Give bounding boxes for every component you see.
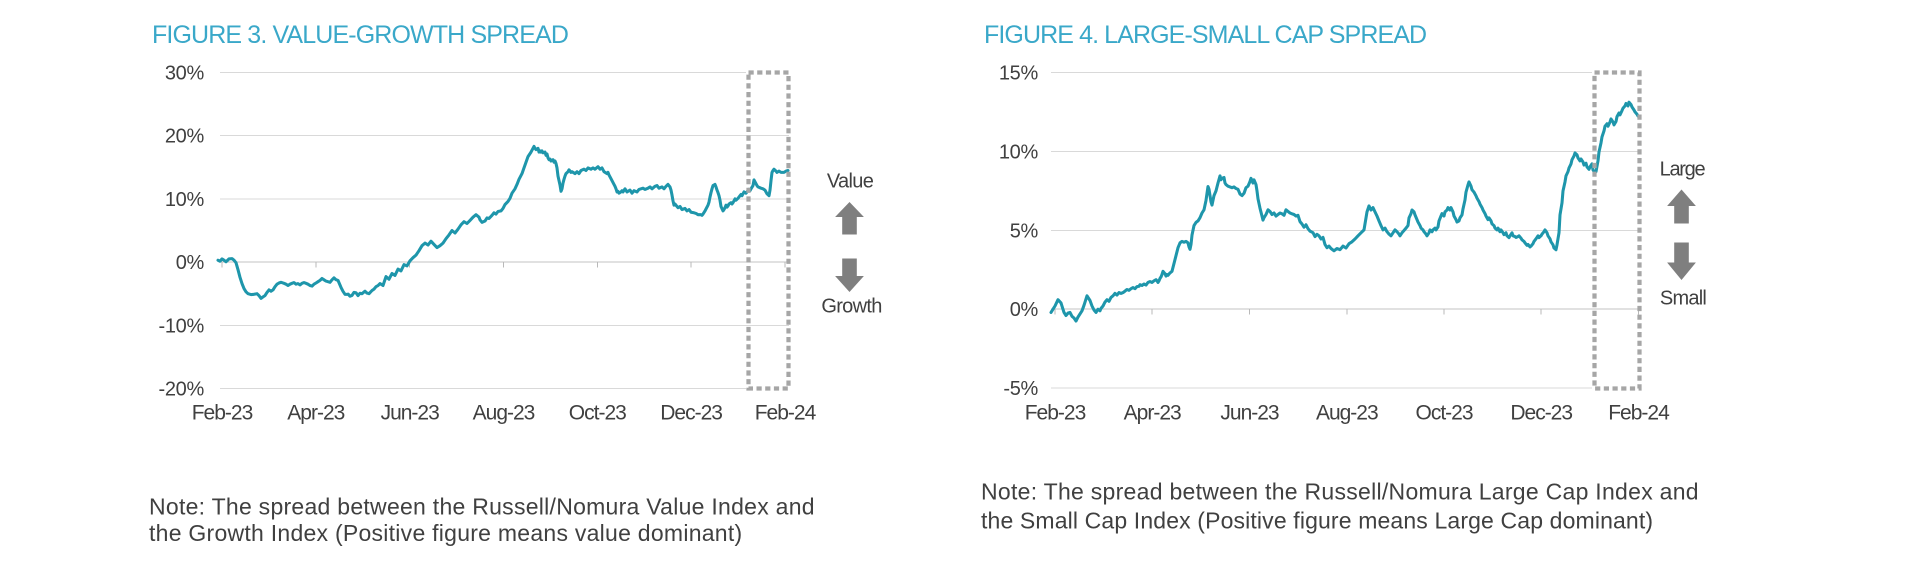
- svg-text:Aug-23: Aug-23: [473, 402, 535, 425]
- svg-text:Growth: Growth: [821, 296, 881, 318]
- svg-text:0%: 0%: [176, 252, 205, 274]
- svg-text:Apr-23: Apr-23: [1124, 402, 1181, 425]
- svg-text:Feb-23: Feb-23: [1025, 402, 1086, 425]
- svg-text:Aug-23: Aug-23: [1316, 402, 1378, 425]
- svg-text:-20%: -20%: [159, 379, 205, 401]
- svg-text:Note: The spread between the R: Note: The spread between the Russell/Nom…: [981, 479, 1699, 505]
- svg-text:Oct-23: Oct-23: [1415, 402, 1472, 425]
- svg-text:Note: The spread between the R: Note: The spread between the Russell/Nom…: [149, 494, 815, 520]
- svg-text:the Growth Index (Positive fig: the Growth Index (Positive figure means …: [149, 520, 742, 546]
- svg-text:Dec-23: Dec-23: [660, 402, 722, 425]
- svg-text:FIGURE 3. VALUE-GROWTH SPREAD: FIGURE 3. VALUE-GROWTH SPREAD: [152, 21, 568, 49]
- svg-text:30%: 30%: [165, 63, 205, 85]
- svg-text:10%: 10%: [999, 141, 1039, 163]
- svg-text:the Small Cap Index (Positive: the Small Cap Index (Positive figure mea…: [981, 508, 1653, 534]
- svg-text:20%: 20%: [165, 126, 205, 148]
- svg-text:Feb-24: Feb-24: [755, 402, 817, 425]
- svg-text:Feb-24: Feb-24: [1608, 402, 1670, 425]
- svg-text:FIGURE 4. LARGE-SMALL CAP SPRE: FIGURE 4. LARGE-SMALL CAP SPREAD: [984, 21, 1426, 49]
- svg-text:Large: Large: [1660, 158, 1706, 180]
- svg-text:Jun-23: Jun-23: [381, 402, 440, 425]
- svg-text:-10%: -10%: [159, 315, 205, 337]
- svg-text:Jun-23: Jun-23: [1220, 402, 1279, 425]
- svg-text:Oct-23: Oct-23: [569, 402, 626, 425]
- svg-text:5%: 5%: [1010, 220, 1039, 242]
- svg-text:Small: Small: [1660, 287, 1707, 309]
- svg-text:Dec-23: Dec-23: [1510, 402, 1572, 425]
- svg-text:Value: Value: [827, 170, 874, 192]
- svg-text:0%: 0%: [1010, 299, 1039, 321]
- svg-text:10%: 10%: [165, 189, 205, 211]
- svg-text:Feb-23: Feb-23: [192, 402, 253, 425]
- svg-text:Apr-23: Apr-23: [287, 402, 344, 425]
- svg-text:15%: 15%: [999, 63, 1039, 85]
- svg-text:-5%: -5%: [1003, 378, 1038, 400]
